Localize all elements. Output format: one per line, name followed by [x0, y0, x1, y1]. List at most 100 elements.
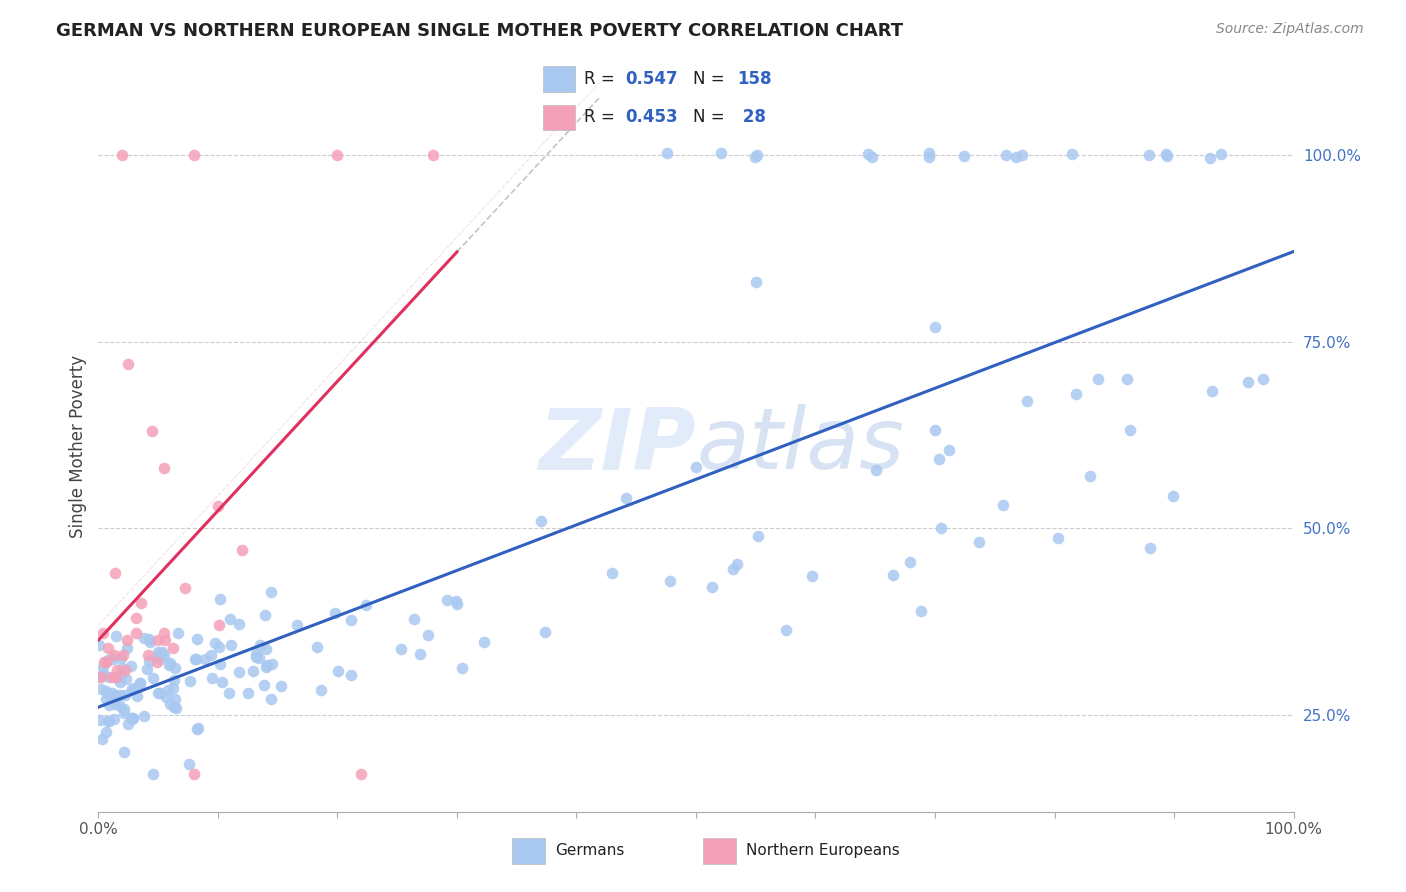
Point [121, 712, 143, 726]
Point [1154, 146, 1177, 161]
Point [98, 670, 121, 684]
Point [256, 657, 278, 672]
Point [159, 697, 181, 711]
Point [1066, 387, 1088, 401]
Point [167, 626, 190, 640]
Point [93, 656, 115, 670]
Point [159, 657, 181, 672]
Point [152, 648, 174, 662]
Point [163, 673, 186, 687]
Point [952, 149, 974, 163]
Point [97, 714, 120, 728]
Point [165, 701, 187, 715]
Point [115, 672, 138, 686]
Point [183, 148, 205, 162]
Point [218, 611, 240, 625]
Point [725, 557, 748, 571]
Point [136, 648, 159, 662]
Text: Source: ZipAtlas.com: Source: ZipAtlas.com [1216, 22, 1364, 37]
Point [253, 678, 276, 692]
Point [262, 657, 284, 671]
Point [307, 640, 329, 655]
Text: Germans: Germans [555, 844, 624, 858]
Point [124, 610, 146, 624]
Point [1080, 468, 1102, 483]
Point [1156, 149, 1178, 163]
Point [228, 665, 250, 680]
Point [115, 641, 138, 656]
Point [418, 628, 440, 642]
Point [108, 699, 131, 714]
Point [710, 146, 733, 161]
Point [121, 658, 143, 673]
Point [91, 731, 114, 746]
Point [1087, 372, 1109, 386]
Point [209, 657, 232, 672]
Point [132, 631, 155, 645]
Point [231, 543, 253, 558]
Point [259, 692, 281, 706]
Point [121, 711, 143, 725]
Point [270, 679, 292, 693]
Point [155, 633, 177, 648]
Point [111, 148, 134, 162]
Point [100, 670, 122, 684]
Point [1046, 531, 1069, 545]
Point [152, 645, 174, 659]
Point [249, 639, 271, 653]
Point [967, 534, 990, 549]
Point [97, 714, 120, 728]
Point [125, 690, 148, 704]
Point [110, 674, 132, 689]
Point [90, 670, 112, 684]
Point [436, 593, 458, 607]
Point [211, 675, 233, 690]
Point [104, 689, 127, 703]
Point [218, 686, 240, 700]
Point [208, 640, 231, 655]
Point [138, 635, 160, 649]
Point [254, 659, 277, 673]
Point [117, 717, 139, 731]
Point [860, 150, 883, 164]
Point [747, 529, 769, 543]
Y-axis label: Single Mother Poverty: Single Mother Poverty [69, 354, 87, 538]
Point [111, 661, 134, 675]
Point [254, 607, 277, 622]
Point [148, 644, 170, 658]
Point [245, 647, 267, 661]
Point [1237, 376, 1260, 390]
Point [103, 712, 125, 726]
Point [1251, 372, 1274, 386]
Point [114, 688, 136, 702]
Point [204, 636, 226, 650]
Point [1115, 372, 1137, 386]
Point [530, 514, 553, 528]
Point [149, 685, 172, 699]
Point [129, 676, 152, 690]
Text: N =: N = [693, 70, 730, 87]
Point [659, 574, 682, 588]
Point [1119, 423, 1142, 437]
Point [146, 656, 169, 670]
Text: 0.453: 0.453 [624, 109, 678, 127]
Bar [543, 66, 575, 92]
Point [153, 625, 176, 640]
Point [142, 767, 165, 781]
Point [254, 641, 277, 656]
Point [97, 640, 120, 655]
Point [924, 319, 946, 334]
Point [260, 584, 283, 599]
Point [450, 661, 472, 675]
Point [148, 686, 170, 700]
Bar [543, 104, 575, 130]
Point [745, 147, 768, 161]
Point [94, 691, 117, 706]
Point [162, 640, 184, 655]
Point [402, 612, 425, 626]
Point [446, 597, 468, 611]
Point [104, 697, 127, 711]
Point [148, 633, 170, 648]
Point [90, 681, 112, 696]
Text: N =: N = [693, 109, 730, 127]
